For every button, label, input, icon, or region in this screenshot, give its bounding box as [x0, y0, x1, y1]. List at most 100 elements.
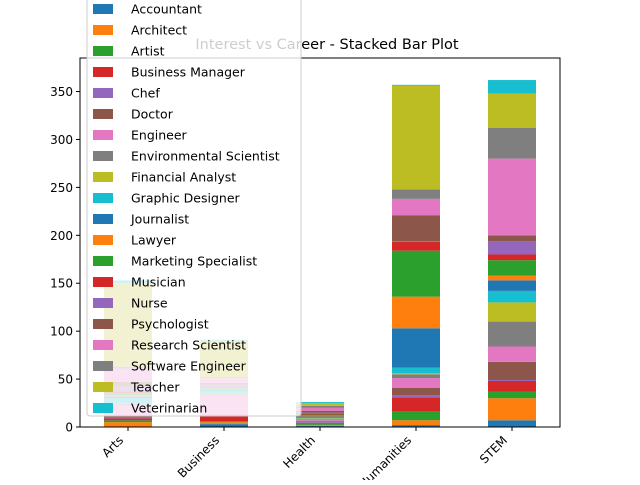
- legend-swatch: [93, 25, 113, 35]
- legend-swatch: [93, 403, 113, 413]
- y-tick-label: 100: [50, 325, 73, 339]
- legend-swatch: [93, 340, 113, 350]
- bar-segment-stem-financial-analyst: [488, 302, 536, 322]
- bar-segment-humanities-artist: [392, 411, 440, 421]
- bar-segment-business-accountant: [200, 424, 248, 427]
- legend-entry: Accountant: [131, 2, 202, 17]
- legend-swatch: [93, 256, 113, 266]
- bar-segment-humanities-doctor: [392, 387, 440, 396]
- y-tick-label: 350: [50, 85, 73, 99]
- legend-swatch: [93, 109, 113, 119]
- x-tick-label-health: Health: [280, 433, 318, 471]
- bar-segment-arts-architect: [104, 422, 152, 427]
- bar-segment-health-musician: [296, 413, 344, 415]
- legend-swatch: [93, 298, 113, 308]
- bar-segment-arts-business-manager: [104, 418, 152, 421]
- bar-segment-health-financial-analyst: [296, 418, 344, 420]
- legend-swatch: [93, 4, 113, 14]
- legend-entry: Lawyer: [131, 233, 177, 248]
- legend-box: [86, 0, 302, 417]
- bar-segment-humanities-veterinarian: [392, 84, 440, 86]
- legend-entry: Artist: [131, 44, 165, 59]
- bar-segment-health-chef: [296, 422, 344, 424]
- legend-swatch: [93, 193, 113, 203]
- bar-segment-arts-doctor: [104, 416, 152, 418]
- bar-segment-humanities-psychologist: [392, 215, 440, 242]
- y-tick-label: 150: [50, 277, 73, 291]
- legend-swatch: [93, 46, 113, 56]
- bar-segment-humanities-journalist: [392, 328, 440, 368]
- bar-segment-humanities-lawyer: [392, 296, 440, 329]
- bar-segment-health-engineer: [296, 420, 344, 422]
- bar-segment-stem-musician: [488, 254, 536, 261]
- bar-segment-stem-chef: [488, 380, 536, 381]
- x-tick-label-business: Business: [175, 433, 222, 480]
- bar-segment-health-doctor: [296, 421, 344, 423]
- legend-entry: Psychologist: [131, 317, 209, 332]
- bar-segment-humanities-engineer: [392, 378, 440, 388]
- legend-swatch: [93, 277, 113, 287]
- bar-segment-humanities-environmental-scientist: [392, 374, 440, 379]
- legend-entry: Doctor: [131, 107, 174, 122]
- bar-segment-health-psychologist: [296, 410, 344, 413]
- bar-segment-stem-psychologist: [488, 235, 536, 242]
- legend-entry: Financial Analyst: [131, 170, 236, 185]
- bar-segment-health-teacher: [296, 403, 344, 406]
- bar-segment-humanities-financial-analyst: [392, 373, 440, 375]
- legend-swatch: [93, 361, 113, 371]
- bar-segment-business-business-manager: [200, 416, 248, 422]
- bar-segment-humanities-chef: [392, 395, 440, 398]
- bar-segment-business-artist: [200, 421, 248, 423]
- bar-segment-health-business-manager: [296, 423, 344, 425]
- bar-segment-stem-business-manager: [488, 380, 536, 392]
- legend-entry: Business Manager: [131, 65, 246, 80]
- legend-swatch: [93, 88, 113, 98]
- bar-segment-stem-veterinarian: [488, 80, 536, 94]
- legend-swatch: [93, 151, 113, 161]
- bar-segment-stem-doctor: [488, 361, 536, 381]
- legend-swatch: [93, 172, 113, 182]
- bar-segment-humanities-business-manager: [392, 397, 440, 412]
- bar-segment-humanities-accountant: [392, 425, 440, 427]
- bar-segment-stem-accountant: [488, 420, 536, 427]
- bar-segment-health-research-scientist: [296, 407, 344, 411]
- legend-swatch: [93, 67, 113, 77]
- bar-segment-health-architect: [296, 425, 344, 427]
- bar-segment-stem-journalist: [488, 280, 536, 291]
- bar-segment-health-graphic-designer: [296, 417, 344, 419]
- legend-entry: Environmental Scientist: [131, 149, 280, 164]
- legend-entry: Teacher: [130, 380, 180, 395]
- x-tick-label-humanities: Humanities: [356, 433, 414, 480]
- bar-segment-stem-research-scientist: [488, 158, 536, 236]
- bar-segment-stem-teacher: [488, 93, 536, 128]
- bar-segment-stem-nurse: [488, 241, 536, 255]
- y-tick-label: 250: [50, 181, 73, 195]
- bar-segment-health-software-engineer: [296, 405, 344, 408]
- bar-segment-humanities-musician: [392, 242, 440, 251]
- bar-segment-stem-lawyer: [488, 275, 536, 281]
- legend-swatch: [93, 319, 113, 329]
- bar-segment-humanities-graphic-designer: [392, 367, 440, 374]
- bar-segment-humanities-software-engineer: [392, 189, 440, 199]
- bar-segment-health-lawyer: [296, 415, 344, 417]
- bar-segment-humanities-marketing-specialist: [392, 250, 440, 297]
- legend: Accountant Architect Artist Business Manage…: [86, 0, 302, 417]
- y-tick-label: 200: [50, 229, 73, 243]
- legend-entry: Software Engineer: [131, 359, 247, 374]
- y-tick-label: 0: [65, 421, 73, 435]
- legend-swatch: [93, 235, 113, 245]
- x-tick-label-arts: Arts: [99, 433, 126, 460]
- bar-segment-health-veterinarian: [296, 402, 344, 404]
- bar-segment-humanities-teacher: [392, 85, 440, 190]
- y-tick-label: 50: [58, 373, 73, 387]
- bar-segment-health-nurse: [296, 412, 344, 414]
- bar-segment-stem-environmental-scientist: [488, 321, 536, 347]
- bar-segment-arts-chef: [104, 417, 152, 419]
- bar-segment-arts-artist: [104, 420, 152, 423]
- legend-entry: Nurse: [131, 296, 168, 311]
- x-tick-label-stem: STEM: [477, 433, 510, 466]
- bar-segment-health-artist: [296, 424, 344, 426]
- bar-segment-health-journalist: [296, 416, 344, 418]
